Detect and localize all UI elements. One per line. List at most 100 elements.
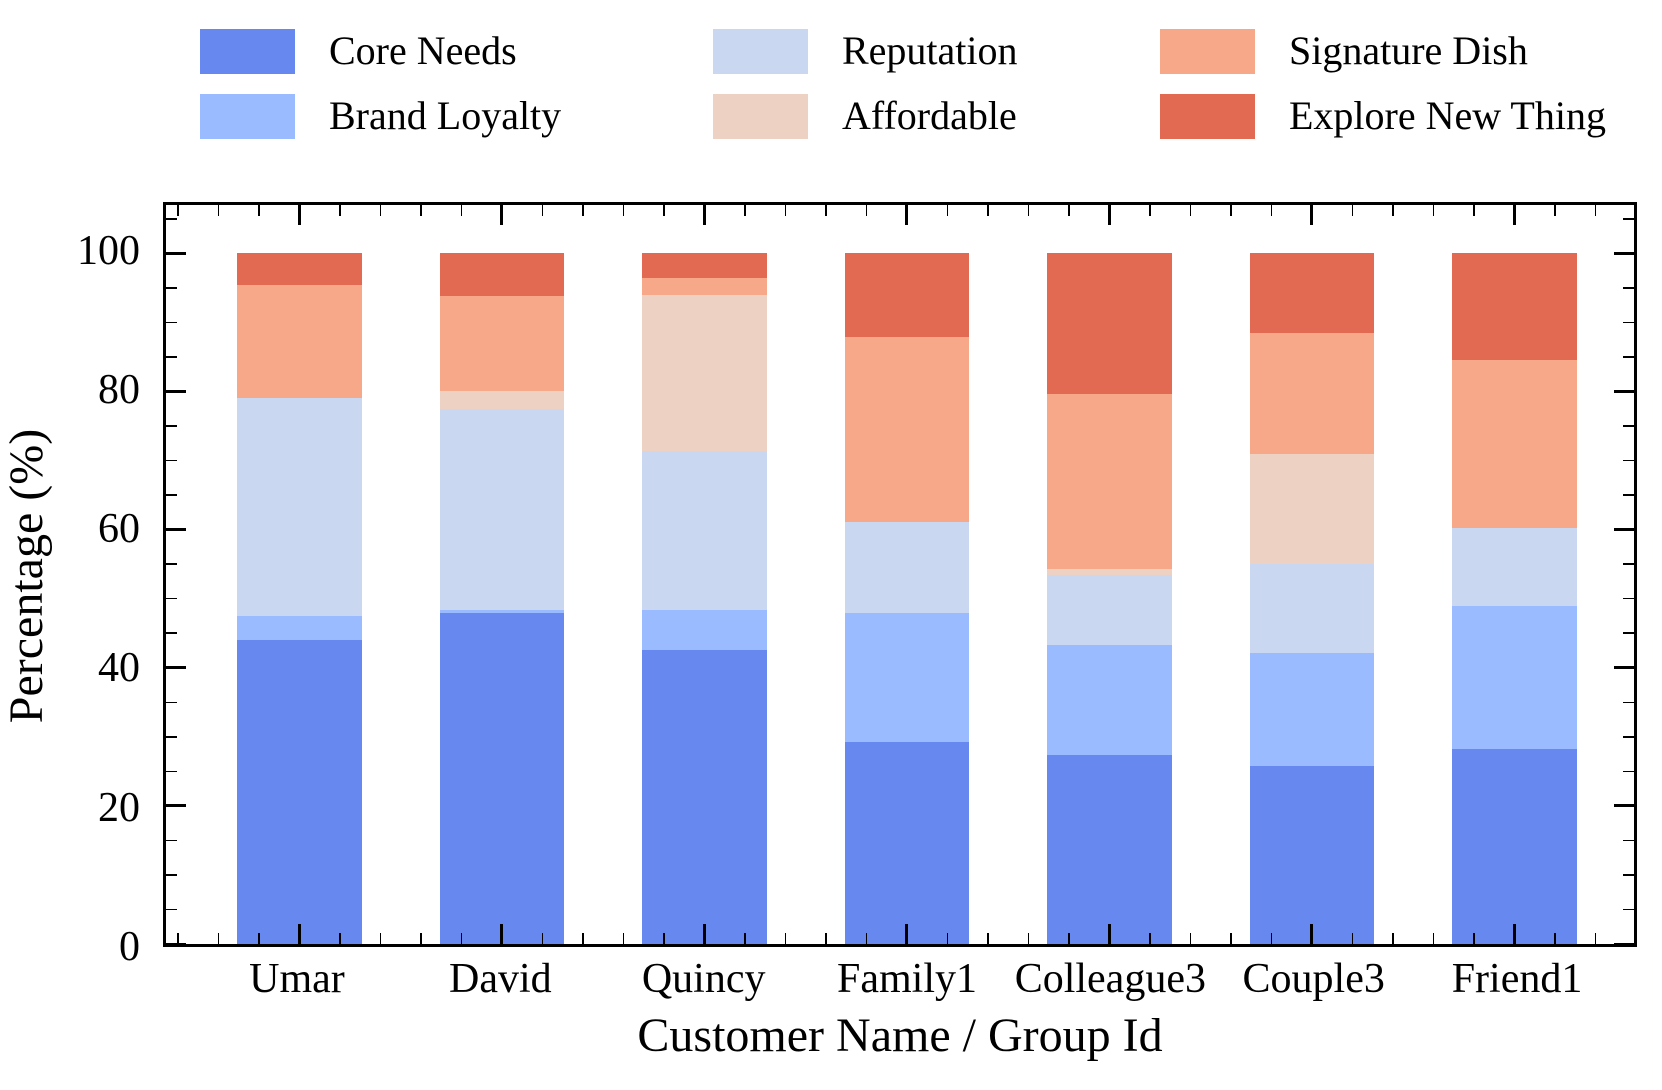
x-tick: [1107, 924, 1111, 944]
x-tick: [541, 205, 544, 216]
x-tick: [1594, 933, 1597, 944]
x-tick: [865, 933, 868, 944]
x-tick: [460, 205, 463, 216]
y-tick: [1623, 494, 1634, 496]
x-tick: [177, 933, 179, 944]
x-tick: [1027, 933, 1030, 944]
bar-segment-explore-new-thing: [642, 253, 767, 278]
y-tick-label: 20: [98, 784, 140, 831]
x-tick: [339, 205, 341, 216]
legend-swatch: [200, 28, 295, 74]
y-tick: [1623, 701, 1634, 704]
legend-label: Core Needs: [329, 28, 517, 73]
bar-segment-signature-dish: [1249, 333, 1375, 454]
x-tick: [339, 933, 341, 944]
x-tick: [258, 933, 260, 944]
x-tick: [1351, 933, 1354, 944]
bar-segment-signature-dish: [1047, 393, 1172, 569]
y-tick: [166, 632, 177, 634]
x-tick: [420, 933, 422, 944]
y-tick: [166, 287, 177, 289]
y-tick: [1623, 459, 1634, 462]
x-tick: [622, 933, 625, 944]
bar-segment-core-needs: [844, 742, 970, 944]
x-tick: [1310, 924, 1314, 944]
x-tick: [825, 205, 827, 216]
y-tick: [166, 804, 186, 808]
y-tick: [166, 389, 186, 393]
bar-segment-brand-loyalty: [1452, 606, 1577, 749]
y-tick: [1623, 563, 1634, 565]
x-tick: [1027, 205, 1030, 216]
x-tick: [1594, 205, 1597, 216]
x-tick: [663, 205, 665, 216]
x-tick: [1351, 205, 1354, 216]
x-tick: [500, 924, 504, 944]
x-tick: [1554, 933, 1556, 944]
y-tick: [1623, 632, 1634, 634]
bar-segment-explore-new-thing: [1249, 253, 1375, 334]
plot-inner: [166, 205, 1634, 946]
x-tick: [1392, 205, 1394, 216]
y-tick: [1623, 874, 1634, 876]
x-tick: [1230, 205, 1232, 216]
x-tick: [1270, 933, 1273, 944]
x-tick: [702, 205, 706, 225]
x-tick: [258, 205, 260, 216]
bar-umar: [237, 205, 362, 944]
y-tick: [1623, 356, 1634, 358]
x-tick: [297, 924, 301, 944]
bar-segment-brand-loyalty: [237, 615, 362, 641]
y-tick-label: 60: [98, 506, 140, 553]
y-tick: [166, 701, 177, 704]
y-tick: [166, 218, 177, 220]
bar-segment-core-needs: [642, 649, 767, 944]
bar-segment-reputation: [642, 450, 767, 610]
x-tick: [946, 933, 949, 944]
bar-segment-affordable: [439, 390, 565, 410]
y-tick: [166, 839, 177, 842]
y-tick-label: 80: [98, 366, 140, 413]
legend-label: Brand Loyalty: [329, 93, 562, 138]
y-tick: [1614, 251, 1634, 255]
legend-item-signature-dish: Signature Dish: [1160, 28, 1528, 74]
x-tick-label-friend1: Friend1: [1451, 956, 1583, 1002]
bar-segment-explore-new-thing: [237, 253, 362, 286]
y-tick: [166, 459, 177, 462]
y-tick: [166, 942, 186, 946]
y-tick-label: 40: [98, 645, 140, 692]
x-tick: [1513, 924, 1516, 944]
x-tick: [1392, 933, 1394, 944]
bar-segment-affordable: [642, 294, 767, 451]
x-tick-label-quincy: Quincy: [641, 956, 766, 1002]
bar-segment-explore-new-thing: [844, 253, 970, 337]
bar-segment-core-needs: [1452, 748, 1577, 944]
y-tick: [1623, 736, 1634, 738]
x-tick: [379, 933, 382, 944]
legend-swatch: [200, 93, 295, 139]
legend-label: Signature Dish: [1289, 28, 1528, 73]
x-tick: [582, 205, 584, 216]
bar-segment-explore-new-thing: [1452, 253, 1577, 361]
bar-segment-reputation: [1452, 527, 1577, 607]
bar-segment-core-needs: [237, 640, 362, 944]
bar-segment-core-needs: [1249, 765, 1375, 944]
x-tick: [784, 933, 787, 944]
x-tick-label-couple3: Couple3: [1242, 956, 1385, 1002]
x-tick: [1473, 933, 1475, 944]
y-tick: [1614, 942, 1634, 946]
x-tick: [1432, 933, 1435, 944]
y-tick: [1623, 218, 1634, 220]
legend-item-explore-new-thing: Explore New Thing: [1160, 93, 1606, 139]
x-tick: [1068, 205, 1070, 216]
x-tick: [177, 205, 179, 216]
x-tick: [946, 205, 949, 216]
bar-segment-brand-loyalty: [844, 613, 970, 743]
y-tick: [1623, 287, 1634, 289]
x-tick: [1554, 205, 1556, 216]
x-tick: [541, 933, 544, 944]
y-tick: [166, 563, 177, 565]
x-tick: [1310, 205, 1314, 225]
x-tick: [1432, 205, 1435, 216]
y-tick: [1614, 528, 1634, 532]
